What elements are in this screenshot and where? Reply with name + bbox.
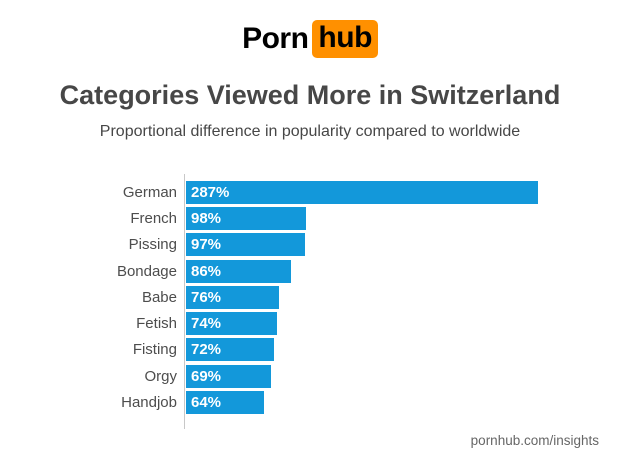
category-label: Handjob: [121, 394, 177, 412]
pornhub-logo: Porn hub: [242, 20, 378, 58]
bar-row: Fisting 72%: [14, 337, 538, 363]
category-label: Bondage: [116, 262, 177, 280]
bar-row: Babe 76%: [14, 284, 538, 310]
bar-row: Pissing 97%: [14, 232, 538, 258]
category-label: Pissing: [128, 236, 177, 254]
bar: 98%: [186, 206, 306, 230]
logo-text-porn: Porn: [242, 22, 309, 55]
bar: 74%: [186, 312, 277, 336]
value-label: 86%: [191, 262, 222, 280]
bar-row: French 98%: [14, 205, 538, 231]
logo-text-hub: hub: [312, 20, 378, 58]
category-label: French: [130, 209, 177, 227]
bar-row: Bondage 86%: [14, 258, 538, 284]
bar: 86%: [186, 259, 291, 283]
bar: 69%: [186, 364, 271, 388]
bar-rows-container: German 287% French 98% Pissing 97% Bondage 86% B…: [14, 179, 538, 416]
bar: 72%: [186, 338, 274, 362]
category-label: Fisting: [132, 341, 177, 359]
value-label: 72%: [191, 341, 222, 359]
value-label: 64%: [191, 394, 222, 412]
bar: 287%: [186, 180, 538, 204]
bar-row: Orgy 69%: [14, 363, 538, 389]
chart-subtitle: Proportional difference in popularity co…: [99, 123, 521, 140]
bar-row: Fetish 74%: [14, 310, 538, 336]
value-label: 76%: [191, 288, 222, 306]
category-label: Fetish: [136, 315, 177, 333]
category-label: Babe: [141, 288, 177, 306]
category-label: German: [122, 183, 177, 201]
bar-chart: German 287% French 98% Pissing 97% Bondage 86% B…: [14, 174, 538, 429]
y-axis-line: [184, 174, 185, 429]
bar: 64%: [186, 391, 264, 415]
value-label: 74%: [191, 315, 222, 333]
bar: 76%: [186, 285, 279, 309]
bar-row: Handjob 64%: [14, 389, 538, 415]
bar: 97%: [186, 233, 305, 257]
value-label: 98%: [191, 209, 222, 227]
bar-row: German 287%: [14, 179, 538, 205]
value-label: 97%: [191, 236, 222, 254]
value-label: 69%: [191, 367, 222, 385]
chart-title: Categories Viewed More in Switzerland: [59, 80, 561, 110]
value-label: 287%: [191, 183, 230, 201]
category-label: Orgy: [144, 367, 177, 385]
footer-url: pornhub.com/insights: [470, 433, 599, 448]
logo-row: Porn hub: [0, 0, 620, 58]
